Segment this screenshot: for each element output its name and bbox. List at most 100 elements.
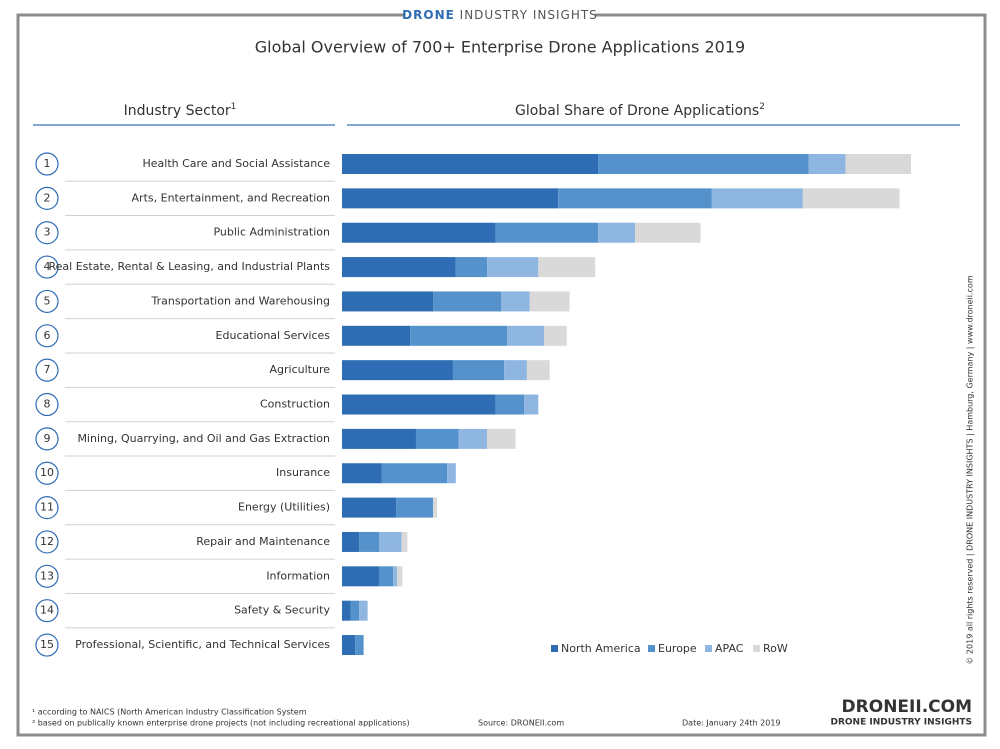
- bar-segment: [526, 360, 550, 381]
- brand-rest: INDUSTRY INSIGHTS: [460, 8, 598, 22]
- left-header-sup: 1: [231, 102, 237, 112]
- left-header-text: Industry Sector: [124, 103, 231, 119]
- rank-circle: [35, 461, 59, 485]
- logo-sub: DRONE INDUSTRY INSIGHTS: [831, 718, 973, 728]
- bar-segment: [487, 257, 539, 278]
- category-label: Insurance: [276, 466, 330, 479]
- bar-segment: [342, 566, 379, 587]
- bar-segment: [342, 222, 496, 243]
- bar-segment: [378, 531, 402, 552]
- rank-label: 5: [44, 294, 51, 307]
- category-label: Information: [266, 569, 330, 582]
- legend-swatch: [753, 645, 760, 652]
- bar-segment: [381, 463, 448, 484]
- header-brand: DRONE INDUSTRY INSIGHTS: [402, 8, 598, 22]
- chart-title: Global Overview of 700+ Enterprise Drone…: [255, 38, 745, 57]
- category-label: Transportation and Warehousing: [151, 294, 331, 307]
- bar-segment: [342, 291, 434, 312]
- bar-segment: [635, 222, 701, 243]
- bar-segment: [415, 428, 459, 449]
- bar-segment: [433, 291, 502, 312]
- category-label: Public Administration: [213, 226, 330, 239]
- bar-segment: [342, 188, 559, 209]
- bar-segment: [711, 188, 803, 209]
- rank-label: 10: [40, 466, 54, 479]
- right-header-sup: 2: [759, 102, 765, 112]
- bar-segment: [598, 222, 636, 243]
- rank-label: 7: [44, 363, 51, 376]
- rank-label: 12: [40, 535, 54, 548]
- bar-segment: [504, 360, 527, 381]
- bar-segment: [342, 600, 351, 621]
- right-header-text: Global Share of Drone Applications: [515, 103, 759, 119]
- bar-segment: [359, 531, 379, 552]
- bar-segment: [455, 257, 488, 278]
- category-label: Repair and Maintenance: [196, 535, 330, 548]
- bar-segment: [802, 188, 900, 209]
- source: Source: DRONEII.com: [478, 719, 564, 728]
- category-label: Energy (Utilities): [238, 501, 330, 514]
- category-label: Arts, Entertainment, and Recreation: [132, 191, 330, 204]
- category-label: Real Estate, Rental & Leasing, and Indus…: [49, 260, 331, 273]
- rank-circle: [35, 599, 59, 623]
- brand-bold: DRONE: [402, 8, 455, 22]
- category-label: Mining, Quarrying, and Oil and Gas Extra…: [77, 432, 330, 445]
- rank-circle: [35, 496, 59, 520]
- bar-segment: [342, 497, 397, 518]
- left-header: Industry Sector1: [124, 102, 237, 120]
- bar-segment: [342, 394, 496, 415]
- bar-segment: [558, 188, 712, 209]
- header-gap: [405, 5, 595, 25]
- category-label: Educational Services: [216, 329, 331, 342]
- rank-circle: [35, 358, 59, 382]
- bar-segment: [447, 463, 456, 484]
- bar-segment: [507, 325, 544, 346]
- rank-circle: [35, 289, 59, 314]
- rank-label: 13: [40, 569, 54, 582]
- category-label: Professional, Scientific, and Technical …: [75, 638, 330, 651]
- rank-circle: [35, 633, 59, 657]
- bar-segment: [342, 531, 360, 552]
- rank-label: 15: [40, 638, 54, 651]
- legend-label: APAC: [715, 642, 744, 655]
- legend-label: Europe: [658, 642, 697, 655]
- bar-segment: [393, 566, 398, 587]
- rank-circle: [35, 221, 59, 245]
- bar-segment: [359, 600, 368, 621]
- bar-segment: [452, 360, 505, 381]
- rank-circle: [35, 255, 59, 279]
- rank-circle: [35, 186, 59, 210]
- rank-circle: [35, 530, 59, 554]
- side-text: © 2019 all rights reserved | DRONE INDUS…: [966, 275, 975, 664]
- rank-circle: [35, 427, 59, 451]
- rank-label: 4: [44, 260, 51, 273]
- bar-segment: [524, 394, 539, 415]
- bar-segment: [397, 566, 403, 587]
- footnote: ¹ according to NAICS (North American Ind…: [32, 708, 307, 717]
- date: Date: January 24th 2019: [682, 719, 781, 728]
- legend-swatch: [551, 645, 558, 652]
- rank-label: 2: [44, 191, 51, 204]
- bar-segment: [458, 428, 488, 449]
- bar-segment: [808, 154, 846, 174]
- bar-segment: [487, 428, 516, 449]
- bar-segment: [342, 463, 382, 484]
- right-header: Global Share of Drone Applications2: [515, 102, 765, 120]
- legend-swatch: [648, 645, 655, 652]
- rank-label: 11: [40, 501, 54, 514]
- rank-label: 9: [44, 432, 51, 445]
- legend-label: North America: [561, 642, 641, 655]
- bar-segment: [396, 497, 434, 518]
- bar-segment: [342, 154, 599, 174]
- bar-segment: [355, 635, 364, 656]
- bar-segment: [529, 291, 570, 312]
- category-label: Agriculture: [270, 363, 331, 376]
- logo: DRONEII.COM: [842, 697, 972, 717]
- bar-segment: [598, 154, 809, 174]
- rank-circle: [35, 152, 59, 176]
- bar-segment: [378, 566, 394, 587]
- rank-label: 14: [40, 604, 54, 617]
- bar-segment: [342, 360, 453, 381]
- rank-label: 6: [44, 329, 51, 342]
